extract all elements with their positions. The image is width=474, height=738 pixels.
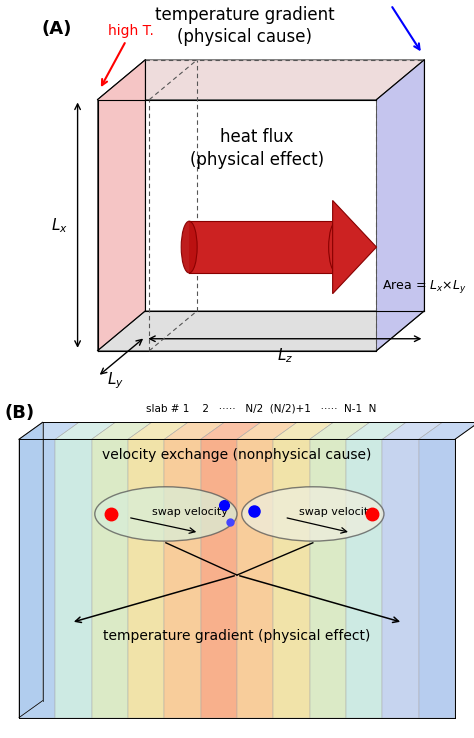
Ellipse shape bbox=[95, 487, 237, 541]
Text: heat flux: heat flux bbox=[220, 128, 294, 145]
Polygon shape bbox=[376, 60, 424, 351]
Text: (physical effect): (physical effect) bbox=[190, 151, 324, 170]
Polygon shape bbox=[55, 422, 115, 439]
Polygon shape bbox=[310, 422, 370, 439]
Polygon shape bbox=[419, 439, 455, 717]
Text: $L_y$: $L_y$ bbox=[107, 370, 124, 391]
Polygon shape bbox=[19, 439, 55, 717]
Polygon shape bbox=[55, 439, 91, 717]
Polygon shape bbox=[98, 311, 424, 351]
Text: (physical cause): (physical cause) bbox=[177, 28, 312, 46]
Polygon shape bbox=[164, 439, 201, 717]
Polygon shape bbox=[19, 422, 79, 439]
Polygon shape bbox=[346, 439, 383, 717]
Polygon shape bbox=[128, 422, 188, 439]
Polygon shape bbox=[98, 60, 146, 351]
Text: velocity exchange (nonphysical cause): velocity exchange (nonphysical cause) bbox=[102, 448, 372, 462]
Polygon shape bbox=[310, 439, 346, 717]
Text: low T.: low T. bbox=[365, 0, 419, 49]
Polygon shape bbox=[189, 221, 337, 273]
Text: $L_z$: $L_z$ bbox=[277, 347, 293, 365]
Ellipse shape bbox=[328, 221, 345, 273]
Polygon shape bbox=[419, 422, 474, 439]
Polygon shape bbox=[164, 422, 224, 439]
Polygon shape bbox=[201, 422, 261, 439]
Text: slab # 1    2   ·····   N/2  (N/2)+1   ·····  N-1  N: slab # 1 2 ····· N/2 (N/2)+1 ····· N-1 N bbox=[146, 404, 376, 413]
Polygon shape bbox=[237, 439, 273, 717]
Text: (A): (A) bbox=[42, 20, 72, 38]
Polygon shape bbox=[237, 422, 297, 439]
Polygon shape bbox=[98, 60, 424, 100]
Polygon shape bbox=[201, 439, 237, 717]
Polygon shape bbox=[273, 422, 333, 439]
Polygon shape bbox=[91, 439, 128, 717]
Polygon shape bbox=[333, 201, 376, 294]
Text: swap velocity: swap velocity bbox=[152, 507, 228, 517]
Ellipse shape bbox=[242, 487, 384, 541]
Ellipse shape bbox=[181, 221, 197, 273]
Text: (B): (B) bbox=[5, 404, 35, 421]
Polygon shape bbox=[273, 439, 310, 717]
Polygon shape bbox=[19, 422, 43, 717]
Text: swap velocity: swap velocity bbox=[299, 507, 374, 517]
Text: temperature gradient (physical effect): temperature gradient (physical effect) bbox=[103, 630, 371, 644]
Text: high T.: high T. bbox=[102, 24, 155, 85]
Text: $L_x$: $L_x$ bbox=[51, 215, 68, 235]
Polygon shape bbox=[128, 439, 164, 717]
Text: temperature gradient: temperature gradient bbox=[155, 6, 335, 24]
Polygon shape bbox=[383, 422, 442, 439]
Text: Area = $L_x$$\times$$L_y$: Area = $L_x$$\times$$L_y$ bbox=[383, 278, 467, 295]
Polygon shape bbox=[383, 439, 419, 717]
Polygon shape bbox=[91, 422, 152, 439]
Polygon shape bbox=[346, 422, 406, 439]
